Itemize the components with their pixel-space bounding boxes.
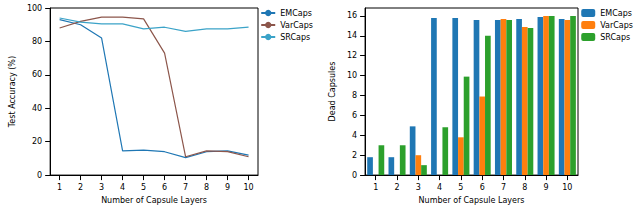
svg-text:6: 6 — [162, 183, 167, 192]
svg-text:Dead Capsules: Dead Capsules — [328, 62, 337, 122]
svg-text:8: 8 — [352, 91, 357, 100]
svg-text:60: 60 — [32, 70, 42, 79]
svg-text:14: 14 — [347, 31, 357, 40]
svg-text:VarCaps: VarCaps — [600, 21, 633, 30]
svg-text:6: 6 — [480, 183, 485, 192]
svg-text:2: 2 — [352, 151, 357, 160]
svg-text:4: 4 — [352, 131, 357, 140]
svg-text:SRCaps: SRCaps — [600, 33, 630, 42]
svg-text:9: 9 — [225, 183, 230, 192]
svg-text:8: 8 — [204, 183, 209, 192]
svg-text:8: 8 — [522, 183, 527, 192]
svg-text:4: 4 — [437, 183, 442, 192]
svg-text:SRCaps: SRCaps — [280, 33, 310, 42]
svg-text:Number of Capsule Layers: Number of Capsule Layers — [419, 196, 525, 205]
svg-text:6: 6 — [352, 111, 357, 120]
svg-text:20: 20 — [32, 137, 42, 146]
svg-text:3: 3 — [416, 183, 421, 192]
svg-text:2: 2 — [78, 183, 83, 192]
svg-text:12: 12 — [347, 51, 357, 60]
svg-text:10: 10 — [243, 183, 253, 192]
svg-text:80: 80 — [32, 37, 42, 46]
svg-text:1: 1 — [57, 183, 62, 192]
svg-text:9: 9 — [544, 183, 549, 192]
svg-text:40: 40 — [32, 104, 42, 113]
svg-text:Number of Capsule Layers: Number of Capsule Layers — [101, 196, 207, 205]
svg-text:16: 16 — [347, 11, 357, 20]
svg-text:0: 0 — [352, 171, 357, 180]
svg-text:100: 100 — [27, 4, 42, 13]
svg-text:10: 10 — [347, 71, 357, 80]
svg-text:3: 3 — [99, 183, 104, 192]
svg-text:EMCaps: EMCaps — [600, 9, 632, 18]
svg-text:0: 0 — [37, 171, 42, 180]
svg-text:EMCaps: EMCaps — [280, 9, 312, 18]
svg-text:Test Accuracy (%): Test Accuracy (%) — [8, 56, 17, 128]
svg-text:VarCaps: VarCaps — [280, 21, 313, 30]
svg-text:5: 5 — [141, 183, 146, 192]
svg-text:1: 1 — [373, 183, 378, 192]
svg-text:2: 2 — [394, 183, 399, 192]
svg-text:4: 4 — [120, 183, 125, 192]
svg-text:10: 10 — [562, 183, 572, 192]
svg-text:7: 7 — [183, 183, 188, 192]
svg-text:5: 5 — [458, 183, 463, 192]
svg-text:7: 7 — [501, 183, 506, 192]
